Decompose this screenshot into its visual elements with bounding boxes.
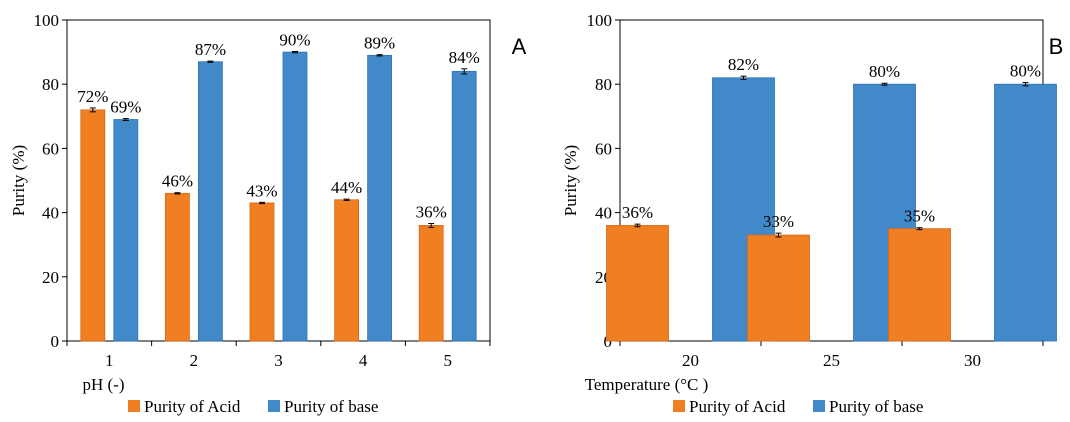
y-tick-label: 100 <box>587 11 613 30</box>
data-label: 36% <box>622 203 653 222</box>
data-label: 33% <box>763 212 794 231</box>
x-tick-label: 5 <box>443 351 452 370</box>
y-tick-label: 40 <box>42 204 59 223</box>
data-label: 84% <box>449 48 480 67</box>
y-axis-label: Purity (%) <box>561 145 580 216</box>
x-tick-label: 30 <box>964 351 981 370</box>
x-tick-label: 1 <box>105 351 114 370</box>
bar-base <box>282 51 308 342</box>
bar-acid <box>249 202 275 342</box>
x-axis-label: pH (-) <box>82 375 124 394</box>
x-tick-label: 2 <box>190 351 199 370</box>
plot-area-frame <box>619 19 1044 342</box>
x-tick-label: 20 <box>682 351 699 370</box>
bar-acid <box>747 234 810 342</box>
y-tick-label: 20 <box>42 268 59 287</box>
y-tick-label: 60 <box>595 139 612 158</box>
legend-label-acid: Purity of Acid <box>689 397 786 416</box>
panel-letter: B <box>1049 34 1064 59</box>
chart-panel-a: 0 20 40 60 80 100 1 72%69% 2 46% 87% 3 43% 90% 4 44% 89%… <box>9 11 527 416</box>
data-label: 89% <box>364 34 395 53</box>
data-label: 72% <box>77 87 108 106</box>
y-tick-label: 80 <box>595 75 612 94</box>
y-tick-label: 0 <box>604 332 613 351</box>
data-label: 82% <box>728 55 759 74</box>
legend-swatch-acid <box>673 400 685 412</box>
panel-letter: A <box>512 34 527 59</box>
y-tick-label: 40 <box>595 204 612 223</box>
y-tick-label: 80 <box>42 75 59 94</box>
bar-acid <box>334 199 360 342</box>
data-label: 46% <box>162 172 193 191</box>
x-tick-label: 25 <box>823 351 840 370</box>
plot-area-frame <box>66 19 491 342</box>
y-tick-label: 60 <box>42 139 59 158</box>
legend: Purity of Acid Purity of base <box>128 397 378 416</box>
data-label: 87% <box>195 40 226 59</box>
data-label: 43% <box>246 181 277 200</box>
bar-acid <box>164 192 190 342</box>
legend-label-base: Purity of base <box>829 397 923 416</box>
bar-base <box>451 70 477 342</box>
data-label: 35% <box>904 207 935 226</box>
data-label: 36% <box>416 203 447 222</box>
legend-label-acid: Purity of Acid <box>144 397 241 416</box>
chart-panel-b: 0204060801002036%82%2533%80%3035%80%Temp… <box>561 11 1063 416</box>
data-label: 44% <box>331 178 362 197</box>
y-tick-label: 100 <box>34 11 60 30</box>
data-label: 80% <box>1010 62 1041 81</box>
data-label: 69% <box>110 98 141 117</box>
x-tick-label: 3 <box>274 351 283 370</box>
legend-swatch-acid <box>128 400 140 412</box>
y-axis-label: Purity (%) <box>9 145 28 216</box>
legend-swatch-base <box>268 400 280 412</box>
bar-base <box>197 61 223 342</box>
bar-acid <box>418 225 444 342</box>
y-tick-label: 0 <box>51 332 60 351</box>
data-label: 80% <box>869 62 900 81</box>
bar-base <box>113 119 139 342</box>
legend-label-base: Purity of base <box>284 397 378 416</box>
bar-acid <box>888 228 951 342</box>
x-axis-label: Temperature (°C ) <box>585 375 709 394</box>
bar-base <box>367 54 393 342</box>
bar-base <box>994 83 1057 342</box>
bar-acid <box>606 225 669 342</box>
x-tick-label: 4 <box>359 351 368 370</box>
data-label: 90% <box>279 30 310 49</box>
bar-acid <box>80 109 106 342</box>
legend-swatch-base <box>813 400 825 412</box>
legend: Purity of Acid Purity of base <box>673 397 923 416</box>
